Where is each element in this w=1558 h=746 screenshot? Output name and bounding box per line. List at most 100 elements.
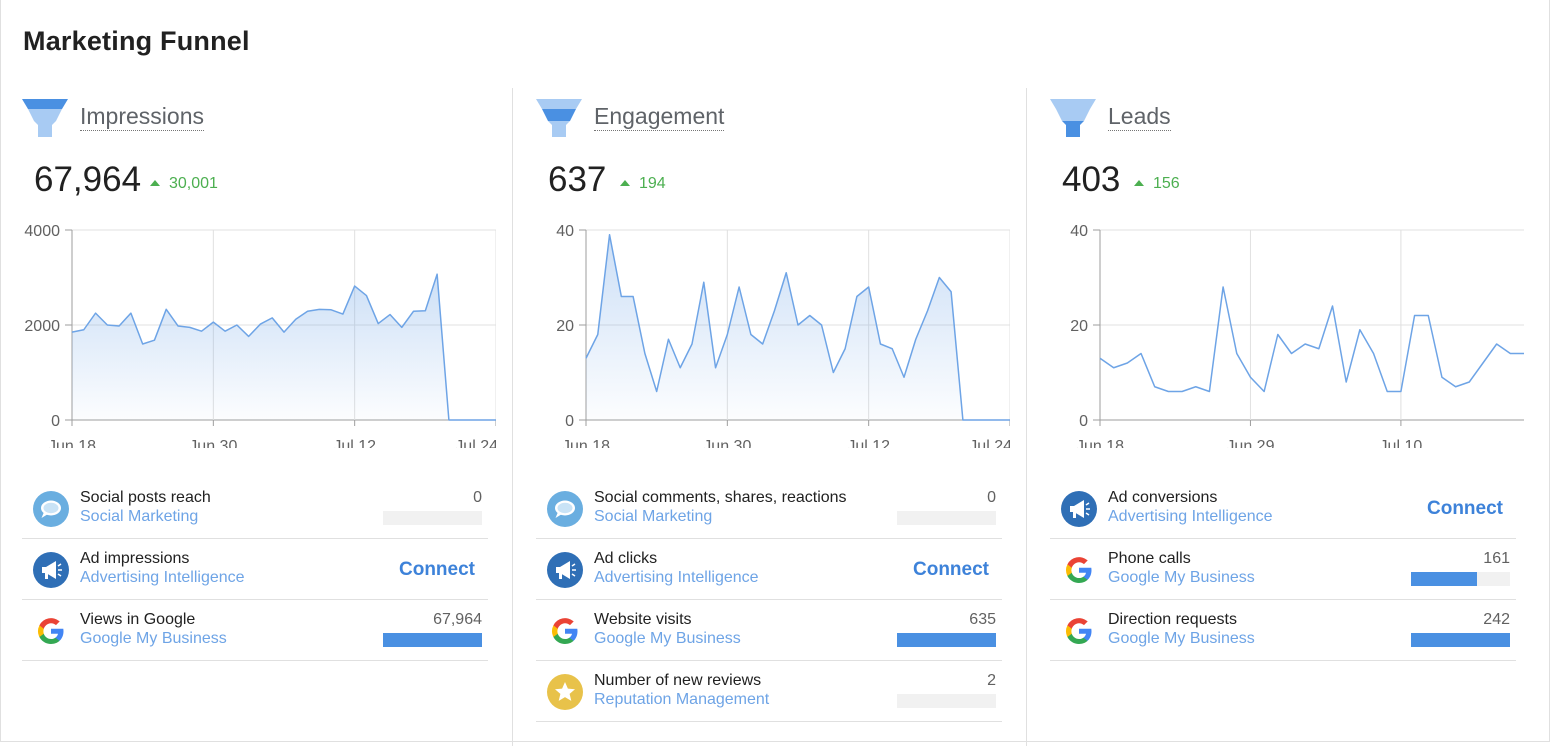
funnel-icon	[1050, 99, 1096, 137]
series-area	[586, 234, 1010, 420]
x-tick-label: Jun 18	[562, 438, 610, 448]
metric-row: Number of new reviews Reputation Manageme…	[536, 661, 1002, 722]
metric-name: Website visits	[594, 611, 692, 628]
page-title: Marketing Funnel	[23, 26, 250, 56]
google-icon	[1061, 613, 1097, 649]
delta-badge: 194	[620, 175, 666, 193]
connect-button[interactable]: Connect	[1427, 498, 1503, 519]
metric-progress-bar	[897, 633, 996, 647]
metrics-list: Social comments, shares, reactions Social…	[536, 478, 1002, 722]
metric-value: 0	[987, 489, 996, 506]
metric-source-link[interactable]: Google My Business	[1108, 569, 1255, 586]
metric-name: Number of new reviews	[594, 672, 762, 689]
metric-value: 2	[987, 672, 996, 689]
column-divider	[512, 88, 513, 746]
y-tick-label: 4000	[24, 223, 60, 240]
megaphone-icon	[33, 552, 69, 588]
line-chart: 40 20 0 Jun 18 Jun 29 Jul 10	[1070, 223, 1524, 448]
total-value: 403	[1062, 160, 1121, 199]
speech-bubble-icon	[547, 491, 583, 527]
x-tick-label: Jul 12	[847, 438, 890, 448]
connect-button[interactable]: Connect	[913, 559, 989, 580]
metric-name: Ad clicks	[594, 550, 658, 567]
total-value: 67,964	[34, 160, 142, 199]
metric-name: Social comments, shares, reactions	[594, 489, 847, 506]
funnel-icon	[22, 99, 68, 137]
y-tick-label: 40	[1070, 223, 1088, 240]
metric-row: Ad clicks Advertising Intelligence Connect	[536, 539, 1002, 600]
metric-name: Ad conversions	[1108, 489, 1218, 506]
total-value: 637	[548, 160, 607, 199]
speech-bubble-icon	[33, 491, 69, 527]
metric-row: Website visits Google My Business 635	[536, 600, 1002, 661]
y-tick-label: 20	[1070, 318, 1088, 335]
series-area	[72, 274, 496, 420]
y-tick-label: 0	[565, 413, 574, 430]
funnel-icon	[536, 99, 582, 137]
delta-value: 156	[1153, 175, 1180, 192]
y-tick-label: 40	[556, 223, 574, 240]
metric-row: Phone calls Google My Business 161	[1050, 539, 1516, 600]
metric-source-link[interactable]: Reputation Management	[594, 691, 770, 708]
metric-source-link[interactable]: Social Marketing	[594, 508, 713, 525]
arrow-up-icon	[150, 180, 160, 186]
column-title[interactable]: Engagement	[594, 103, 725, 131]
megaphone-icon	[1061, 491, 1097, 527]
funnel-band	[1050, 99, 1096, 109]
metric-progress-fill	[1411, 572, 1478, 586]
line-chart: 4000 2000 0 Jun 18 Jun 30 Jul 12 Jul 24	[24, 223, 496, 448]
metric-row: Direction requests Google My Business 242	[1050, 600, 1516, 661]
metric-source-link[interactable]: Advertising Intelligence	[1108, 508, 1273, 525]
funnel-band	[1062, 121, 1084, 137]
funnel-band	[1056, 109, 1090, 121]
series-line	[585, 234, 1010, 421]
metric-source-link[interactable]: Advertising Intelligence	[80, 569, 245, 586]
column-divider	[1026, 88, 1027, 746]
y-tick-label: 0	[51, 413, 60, 430]
delta-badge: 30,001	[150, 175, 218, 193]
metric-value: 67,964	[433, 611, 482, 628]
x-tick-label: Jun 30	[703, 438, 751, 448]
metric-source-link[interactable]: Google My Business	[80, 630, 227, 647]
delta-badge: 156	[1134, 175, 1180, 193]
metric-source-link[interactable]: Advertising Intelligence	[594, 569, 759, 586]
metric-value: 161	[1483, 550, 1510, 567]
x-tick-label: Jul 24	[969, 438, 1010, 448]
metric-progress-bar	[383, 633, 482, 647]
metric-value: 0	[473, 489, 482, 506]
arrow-up-icon	[1134, 180, 1144, 186]
metric-name: Views in Google	[80, 611, 196, 628]
star-icon	[547, 674, 583, 710]
megaphone-icon	[547, 552, 583, 588]
x-tick-label: Jul 10	[1380, 438, 1423, 448]
metric-progress-bar	[1411, 572, 1510, 586]
x-tick-label: Jun 29	[1226, 438, 1274, 448]
google-icon	[33, 613, 69, 649]
metric-name: Social posts reach	[80, 489, 211, 506]
metric-progress-bar	[897, 694, 996, 708]
funnel-band	[28, 109, 62, 121]
metrics-list: Ad conversions Advertising Intelligence Co…	[1050, 478, 1516, 661]
metric-value: 635	[969, 611, 996, 628]
metric-row: Social posts reach Social Marketing 0	[22, 478, 488, 539]
metric-source-link[interactable]: Google My Business	[1108, 630, 1255, 647]
metric-progress-bar	[897, 511, 996, 525]
column-title[interactable]: Impressions	[80, 103, 204, 131]
metric-source-link[interactable]: Social Marketing	[80, 508, 199, 525]
x-tick-label: Jun 18	[1076, 438, 1124, 448]
google-icon	[1061, 552, 1097, 588]
x-tick-label: Jun 30	[189, 438, 237, 448]
metric-row: Ad impressions Advertising Intelligence Co…	[22, 539, 488, 600]
x-tick-label: Jun 18	[48, 438, 96, 448]
metrics-list: Social posts reach Social Marketing 0 Ad im…	[22, 478, 488, 661]
column-title[interactable]: Leads	[1108, 103, 1171, 131]
metric-progress-fill	[897, 633, 996, 647]
metric-progress-fill	[383, 633, 482, 647]
funnel-band	[34, 121, 56, 137]
google-icon	[547, 613, 583, 649]
metric-source-link[interactable]: Google My Business	[594, 630, 741, 647]
funnel-band	[536, 99, 582, 109]
connect-button[interactable]: Connect	[399, 559, 475, 580]
metric-name: Direction requests	[1108, 611, 1237, 628]
